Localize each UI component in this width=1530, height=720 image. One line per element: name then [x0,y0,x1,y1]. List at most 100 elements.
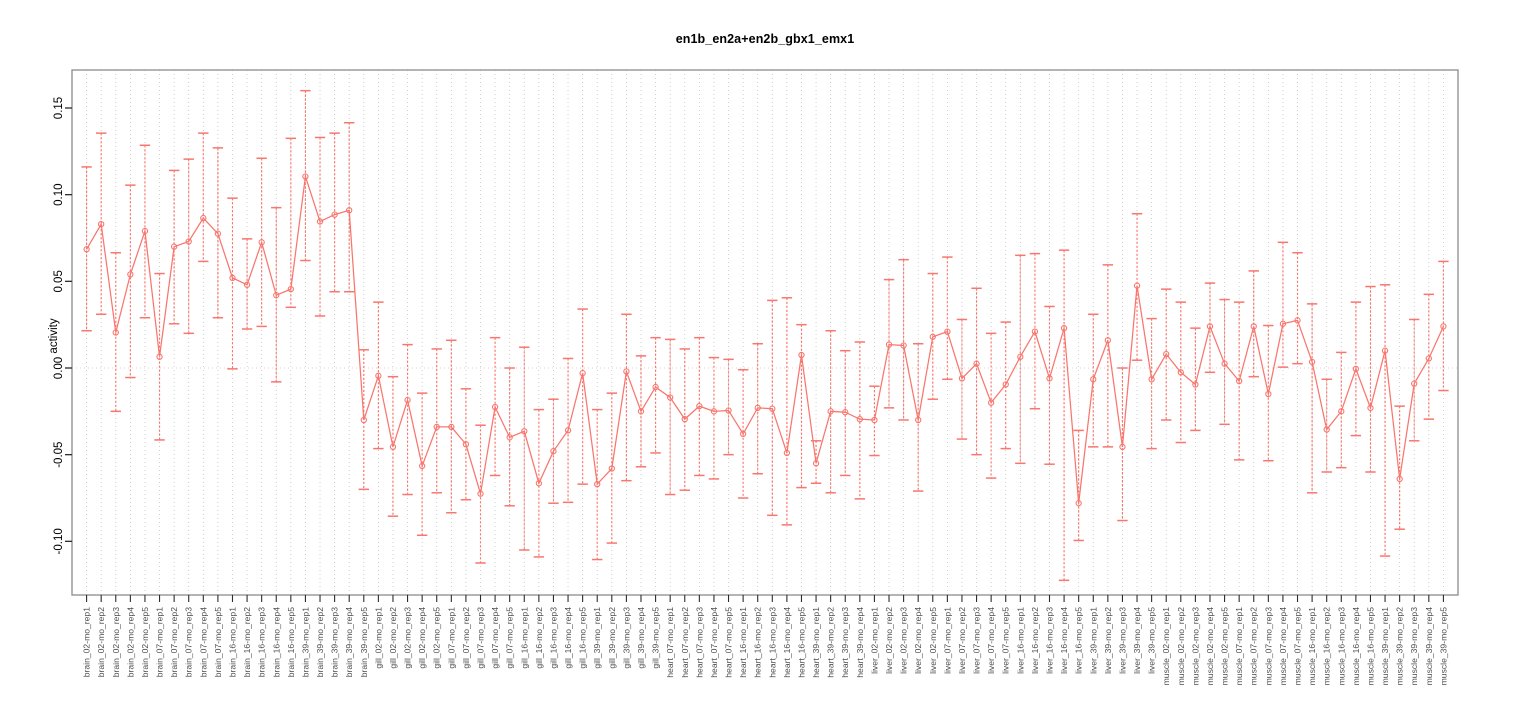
errorbar-point[interactable] [883,278,895,409]
errorbar-point[interactable] [796,323,807,489]
errorbar-point[interactable] [1306,303,1318,494]
errorbar-point[interactable] [942,256,953,381]
errorbar-point[interactable] [869,385,880,457]
errorbar-point[interactable] [971,287,982,456]
errorbar-point[interactable] [1248,270,1259,378]
errorbar-point[interactable] [621,313,632,482]
errorbar-point[interactable] [402,343,413,496]
errorbar-point[interactable] [1146,317,1157,450]
errorbar-point[interactable] [81,166,92,332]
errorbar-point[interactable] [154,272,165,441]
errorbar-point[interactable] [985,332,997,479]
errorbar-point[interactable] [1277,241,1289,368]
errorbar-point[interactable] [1423,293,1435,420]
errorbar-point[interactable] [431,348,442,494]
errorbar-point[interactable] [1365,285,1376,473]
errorbar-point[interactable] [1117,367,1128,522]
errorbar-point[interactable] [548,398,559,504]
errorbar-point[interactable] [1044,305,1055,465]
errorbar-point[interactable] [664,338,676,496]
errorbar-point[interactable] [752,342,763,475]
errorbar-point[interactable] [898,258,909,421]
errorbar-point[interactable] [95,132,107,316]
errorbar-point[interactable] [212,147,224,319]
errorbar-point[interactable] [344,121,355,293]
errorbar-point[interactable] [358,349,369,491]
errorbar-point[interactable] [125,184,136,379]
errorbar-point[interactable] [1263,324,1274,462]
errorbar-point[interactable] [519,346,530,551]
errorbar-point[interactable] [1350,301,1362,437]
x-tick-label: muscle_07-mo_rep1 [1234,607,1244,686]
errorbar-point[interactable] [1015,254,1026,465]
errorbar-point[interactable] [110,251,121,413]
errorbar-point[interactable] [1204,282,1216,374]
errorbar-point[interactable] [168,169,180,325]
errorbar-point[interactable] [825,329,836,494]
errorbar-point[interactable] [1336,351,1347,469]
errorbar-point[interactable] [271,206,282,383]
errorbar-point[interactable] [1102,264,1114,448]
errorbar-point[interactable] [854,341,866,500]
errorbar-point[interactable] [460,388,472,501]
errorbar-point[interactable] [694,336,705,477]
errorbar-point[interactable] [562,357,574,504]
errorbar-point[interactable] [577,308,588,485]
errorbar-point[interactable] [373,301,384,450]
errorbar-point[interactable] [1438,260,1449,392]
errorbar-point[interactable] [241,238,253,330]
errorbar-point[interactable] [139,144,151,319]
errorbar-point[interactable] [1321,378,1332,473]
errorbar-point[interactable] [1058,249,1070,582]
errorbar-point[interactable] [840,349,851,477]
errorbar-point[interactable] [504,367,515,507]
errorbar-point[interactable] [300,89,311,262]
x-tick-label: gill_07-mo_rep4 [490,607,500,669]
errorbar-point[interactable] [650,336,661,454]
errorbar-point[interactable] [723,358,734,456]
errorbar-point[interactable] [387,375,399,517]
errorbar-point[interactable] [810,440,822,485]
errorbar-point[interactable] [227,197,238,370]
data-point-marker [652,383,659,391]
errorbar-point[interactable] [1073,429,1084,542]
errorbar-point[interactable] [1175,301,1186,444]
errorbar-point[interactable] [1219,298,1230,426]
errorbar-point[interactable] [416,392,428,537]
errorbar-point[interactable] [679,348,690,491]
errorbar-point[interactable] [329,132,340,293]
errorbar-point[interactable] [592,408,603,561]
errorbar-point[interactable] [1394,405,1405,530]
x-tick-label: gill_02-mo_rep4 [417,607,427,669]
errorbar-point[interactable] [256,157,267,328]
errorbar-point[interactable] [533,408,545,558]
errorbar-point[interactable] [1379,284,1391,557]
errorbar-point[interactable] [708,356,720,480]
errorbar-point[interactable] [1292,251,1303,365]
errorbar-point[interactable] [285,137,297,309]
errorbar-point[interactable] [183,158,194,335]
errorbar-point[interactable] [1088,313,1099,448]
errorbar-point[interactable] [1161,288,1172,421]
errorbar-point[interactable] [606,392,618,544]
errorbar-point[interactable] [767,299,778,517]
errorbar-point[interactable] [1409,318,1420,442]
errorbar-point[interactable] [635,355,647,468]
errorbar-point[interactable] [1029,252,1041,410]
errorbar-point[interactable] [489,336,501,477]
errorbar-point[interactable] [1190,327,1201,432]
errorbar-point[interactable] [927,272,938,400]
errorbar-point[interactable] [1000,321,1011,450]
errorbar-point[interactable] [475,424,486,564]
errorbar-point[interactable] [1233,301,1245,461]
errorbar-point[interactable] [314,136,326,317]
errorbar-point[interactable] [781,297,793,526]
errorbar-point[interactable] [912,342,924,492]
errorbar-point[interactable] [956,318,968,440]
data-point-marker [1265,390,1272,398]
errorbar-point[interactable] [198,132,209,263]
errorbar-point[interactable] [446,339,457,514]
errorbar-point[interactable] [737,368,749,499]
errorbar-point[interactable] [1131,212,1143,361]
data-point-marker [491,403,499,411]
